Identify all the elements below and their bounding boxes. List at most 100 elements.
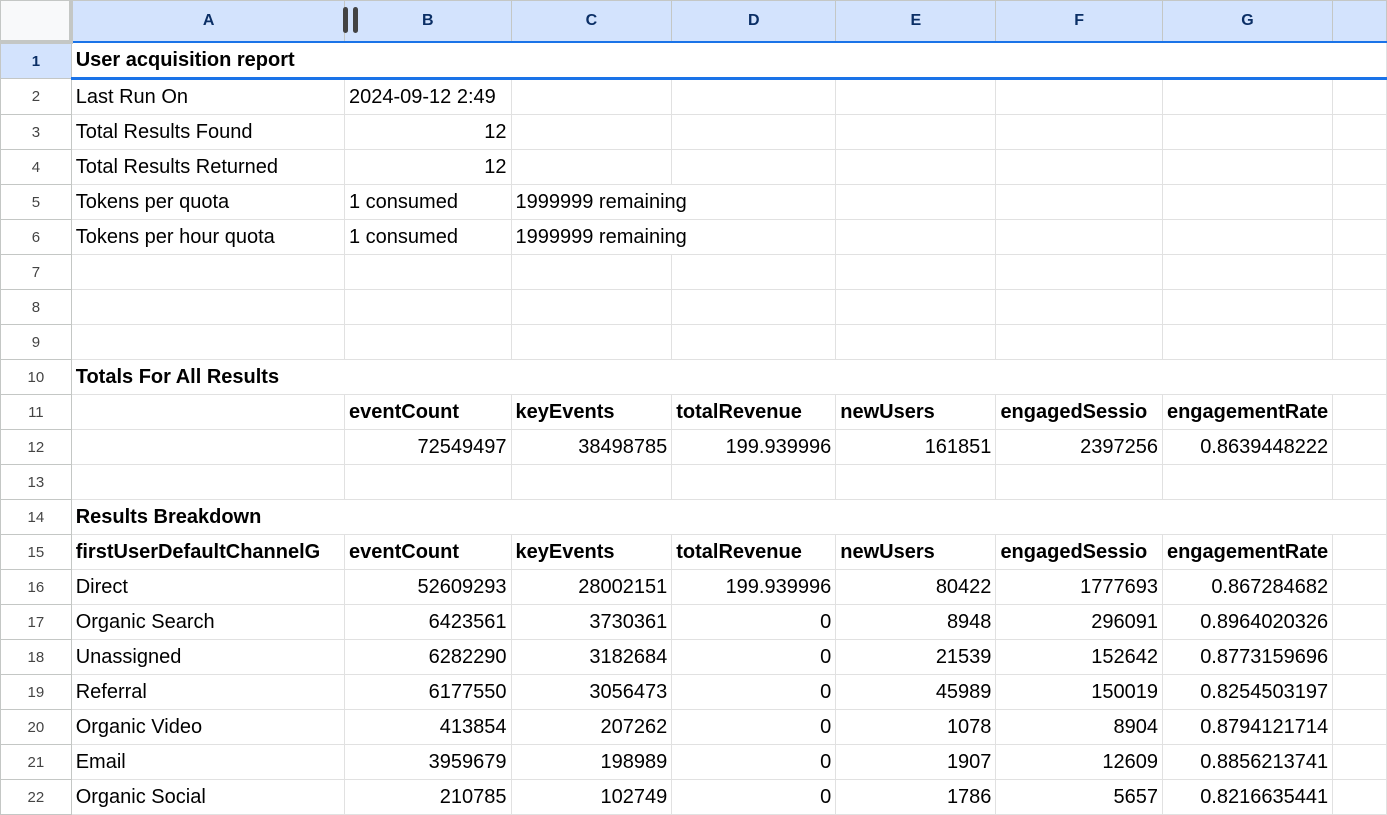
empty-cell[interactable] [1332,324,1387,360]
empty-cell[interactable] [1161,324,1334,360]
empty-cell[interactable] [835,289,997,325]
empty-cell[interactable] [1161,464,1334,500]
empty-cell[interactable] [1332,184,1387,220]
cell[interactable]: 8948 [835,604,997,640]
empty-cell[interactable] [835,114,997,150]
cell[interactable]: 5657 [995,779,1163,815]
cell[interactable]: 80422 [835,569,997,605]
row-header[interactable]: 5 [0,184,72,220]
empty-cell[interactable] [1332,674,1387,710]
empty-cell[interactable] [1332,254,1387,290]
empty-cell[interactable] [1161,114,1334,150]
empty-cell[interactable] [70,324,346,360]
cell[interactable]: totalRevenue [671,534,837,570]
empty-cell[interactable] [995,254,1163,290]
cell[interactable]: Results Breakdown [70,499,1387,535]
empty-cell[interactable] [1332,464,1387,500]
row-header[interactable]: 13 [0,464,72,500]
row-header[interactable]: 21 [0,744,72,780]
empty-cell[interactable] [835,324,997,360]
cell[interactable]: keyEvents [510,394,673,430]
cell[interactable]: 0.8794121714 [1161,709,1334,745]
cell[interactable]: User acquisition report [70,41,1387,80]
empty-cell[interactable] [835,219,997,255]
cell[interactable]: 1907 [835,744,997,780]
cell[interactable]: 0.867284682 [1161,569,1334,605]
cell[interactable]: engagedSessio [995,534,1163,570]
row-header[interactable]: 1 [0,41,72,79]
row-header[interactable]: 19 [0,674,72,710]
empty-cell[interactable] [671,149,837,185]
row-header[interactable]: 16 [0,569,72,605]
empty-cell[interactable] [510,114,673,150]
cell[interactable]: 21539 [835,639,997,675]
cell[interactable]: 199.939996 [671,569,837,605]
cell[interactable]: 161851 [835,429,997,465]
cell[interactable]: 72549497 [344,429,512,465]
empty-cell[interactable] [1161,149,1334,185]
column-header-f[interactable]: F [995,0,1163,43]
cell[interactable]: 52609293 [344,569,512,605]
column-header-d[interactable]: D [671,0,837,43]
empty-cell[interactable] [510,464,673,500]
column-resize-handle[interactable] [343,7,359,33]
column-header-a[interactable]: A [70,0,346,43]
row-header[interactable]: 14 [0,499,72,535]
cell[interactable]: 1078 [835,709,997,745]
cell[interactable]: 1 consumed [344,184,512,220]
cell[interactable]: Tokens per quota [70,184,346,220]
empty-cell[interactable] [1161,289,1334,325]
row-header[interactable]: 9 [0,324,72,360]
cell[interactable]: 0.8856213741 [1161,744,1334,780]
cell[interactable]: 3182684 [510,639,673,675]
cell[interactable]: Unassigned [70,639,346,675]
cell[interactable]: 0.8639448222 [1161,429,1334,465]
cell[interactable]: 0.8773159696 [1161,639,1334,675]
row-header[interactable]: 11 [0,394,72,430]
empty-cell[interactable] [995,324,1163,360]
cell[interactable]: 8904 [995,709,1163,745]
cell[interactable]: 150019 [995,674,1163,710]
empty-cell[interactable] [1332,604,1387,640]
cell[interactable]: Organic Search [70,604,346,640]
empty-cell[interactable] [1332,149,1387,185]
cell[interactable]: Total Results Returned [70,149,346,185]
cell[interactable]: 1999999 remaining [510,219,837,255]
cell[interactable]: 6177550 [344,674,512,710]
empty-cell[interactable] [995,114,1163,150]
empty-cell[interactable] [70,394,346,430]
cell[interactable]: 0 [671,674,837,710]
cell[interactable]: 2024-09-12 2:49 [344,78,512,115]
empty-cell[interactable] [995,78,1163,115]
empty-cell[interactable] [1332,114,1387,150]
empty-cell[interactable] [671,289,837,325]
cell[interactable]: 413854 [344,709,512,745]
cell[interactable]: 6282290 [344,639,512,675]
empty-cell[interactable] [1161,254,1334,290]
empty-cell[interactable] [671,324,837,360]
cell[interactable]: 0 [671,639,837,675]
cell[interactable]: newUsers [835,394,997,430]
cell[interactable]: 3056473 [510,674,673,710]
empty-cell[interactable] [671,464,837,500]
cell[interactable]: 0 [671,709,837,745]
column-header-next[interactable] [1332,0,1387,43]
cell[interactable]: 0 [671,604,837,640]
cell[interactable]: eventCount [344,534,512,570]
empty-cell[interactable] [1332,639,1387,675]
row-header[interactable]: 4 [0,149,72,185]
empty-cell[interactable] [510,254,673,290]
empty-cell[interactable] [70,429,346,465]
cell[interactable]: 152642 [995,639,1163,675]
cell[interactable]: Totals For All Results [70,359,1387,395]
cell[interactable]: 0.8254503197 [1161,674,1334,710]
cell[interactable]: 38498785 [510,429,673,465]
cell[interactable]: 1999999 remaining [510,184,837,220]
empty-cell[interactable] [510,324,673,360]
cell[interactable]: 1786 [835,779,997,815]
row-header[interactable]: 20 [0,709,72,745]
empty-cell[interactable] [344,254,512,290]
cell[interactable]: 2397256 [995,429,1163,465]
row-header[interactable]: 12 [0,429,72,465]
row-header[interactable]: 2 [0,78,72,115]
